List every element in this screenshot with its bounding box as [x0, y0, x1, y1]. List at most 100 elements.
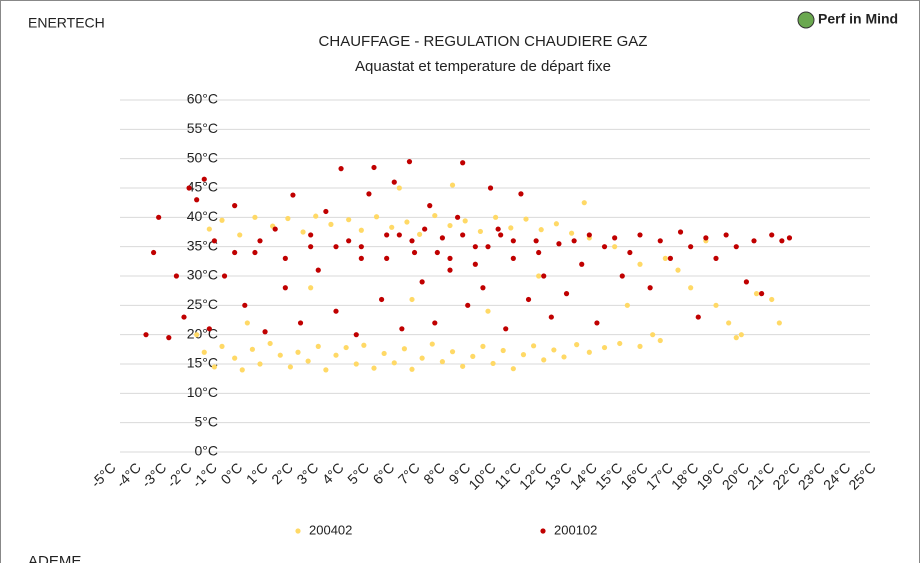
point	[574, 342, 580, 348]
point	[703, 235, 709, 241]
logo: Perf in Mind	[818, 11, 898, 27]
point	[776, 320, 782, 326]
point	[581, 200, 587, 206]
point	[541, 273, 547, 279]
point	[485, 308, 491, 314]
logo-icon	[797, 11, 815, 29]
y-tick-label: 10°C	[187, 384, 218, 400]
point	[343, 344, 349, 351]
point	[361, 342, 367, 348]
point	[384, 255, 390, 261]
point	[143, 332, 149, 338]
point	[662, 255, 668, 261]
point	[287, 364, 293, 370]
y-tick-label: 0°C	[195, 443, 219, 459]
point	[563, 291, 570, 297]
point	[404, 219, 410, 225]
point	[449, 182, 456, 188]
point	[346, 217, 352, 223]
point	[759, 291, 765, 297]
point	[358, 244, 364, 250]
point	[239, 367, 245, 373]
point	[338, 166, 344, 172]
legend-marker	[295, 528, 301, 534]
point	[409, 296, 415, 303]
point	[498, 232, 504, 238]
point	[373, 214, 380, 220]
point	[733, 244, 739, 250]
footer: ADEME	[28, 553, 81, 563]
point	[472, 261, 478, 267]
point	[553, 221, 560, 227]
point	[429, 341, 435, 347]
chart-subtitle: Aquastat et temperature de départ fixe	[355, 58, 611, 75]
point	[401, 346, 407, 352]
point	[447, 222, 453, 229]
point	[460, 232, 466, 238]
point	[586, 349, 592, 355]
chart-title: CHAUFFAGE - REGULATION CHAUDIERE GAZ	[319, 33, 648, 50]
point	[206, 326, 212, 332]
point	[480, 343, 486, 349]
point	[536, 273, 542, 279]
point	[743, 279, 750, 285]
point	[538, 227, 544, 233]
point	[300, 229, 306, 235]
point	[470, 353, 476, 359]
point	[257, 361, 263, 367]
point	[219, 343, 225, 349]
point	[594, 320, 600, 326]
point	[219, 217, 225, 223]
point	[201, 349, 207, 355]
point	[586, 232, 592, 238]
point	[503, 326, 509, 332]
point	[675, 267, 681, 273]
point	[738, 332, 744, 338]
point	[520, 352, 527, 358]
point	[315, 343, 321, 349]
point	[601, 344, 608, 351]
point	[449, 349, 456, 355]
y-tick-label: 25°C	[187, 296, 218, 312]
point	[439, 235, 445, 241]
point	[315, 267, 321, 273]
point	[346, 238, 352, 244]
point	[295, 349, 301, 355]
point	[211, 238, 217, 244]
point	[769, 232, 775, 238]
point	[173, 273, 179, 279]
point	[612, 244, 618, 250]
y-tick-label: 5°C	[195, 413, 219, 429]
point	[637, 232, 643, 238]
point	[221, 273, 228, 279]
point	[333, 352, 339, 358]
point	[677, 229, 684, 235]
point	[432, 212, 438, 219]
point	[695, 314, 701, 320]
point	[571, 238, 577, 244]
point	[308, 232, 314, 238]
point	[156, 214, 162, 220]
point	[637, 343, 643, 349]
point	[751, 238, 757, 244]
point	[601, 244, 608, 250]
legend-marker	[540, 528, 546, 534]
point	[305, 358, 311, 364]
y-tick-label: 40°C	[187, 208, 218, 224]
point	[328, 221, 334, 227]
point	[472, 244, 478, 250]
point	[480, 285, 486, 291]
y-tick-label: 45°C	[187, 179, 218, 195]
point	[379, 296, 385, 303]
point	[733, 335, 739, 341]
point	[297, 320, 304, 326]
point	[523, 216, 529, 222]
point	[455, 214, 461, 220]
point	[657, 337, 663, 344]
point	[508, 225, 514, 231]
point	[411, 249, 418, 256]
point	[612, 235, 618, 241]
point	[667, 255, 674, 261]
point	[252, 214, 258, 220]
